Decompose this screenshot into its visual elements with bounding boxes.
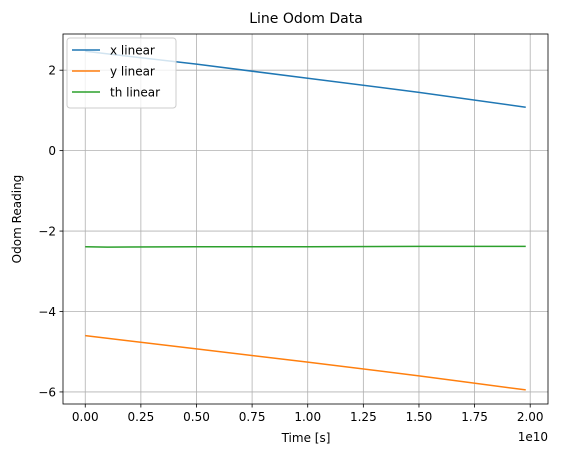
x-axis-label: Time [s] (281, 431, 331, 445)
x-offset-label: 1e10 (518, 430, 548, 444)
series-line-th-linear (85, 245, 526, 248)
ticks: 0.00 0.25 0.50 0.75 1.00 1.25 1.50 1.75 2.00 2 0 −2… (38, 64, 543, 424)
x-tick-label: 0.75 (239, 410, 266, 424)
chart-title: Line Odom Data (249, 11, 363, 27)
x-tick-label: 0.50 (183, 410, 210, 424)
plot-frame (62, 33, 549, 405)
legend-label-x-linear: x linear (110, 44, 155, 58)
y-tick-label: −2 (38, 225, 56, 239)
x-tick-label: 1.25 (350, 410, 377, 424)
x-tick-label: 0.25 (128, 410, 155, 424)
grid (63, 34, 548, 404)
y-tick-label: 2 (48, 64, 56, 78)
x-tick-label: 0.00 (72, 410, 99, 424)
series-line-y-linear (85, 334, 526, 391)
x-tick-label: 1.75 (461, 410, 488, 424)
x-tick-label: 2.00 (517, 410, 544, 424)
x-tick-label: 1.00 (294, 410, 321, 424)
y-tick-label: −6 (38, 385, 56, 399)
y-tick-label: −4 (38, 305, 56, 319)
y-tick-label: 0 (48, 144, 56, 158)
legend: x linear y linear th linear (66, 37, 177, 109)
y-axis-label: Odom Reading (10, 175, 24, 264)
legend-label-th-linear: th linear (110, 86, 160, 100)
x-tick-label: 1.50 (406, 410, 433, 424)
legend-label-y-linear: y linear (110, 65, 155, 79)
legend-box (66, 37, 177, 109)
